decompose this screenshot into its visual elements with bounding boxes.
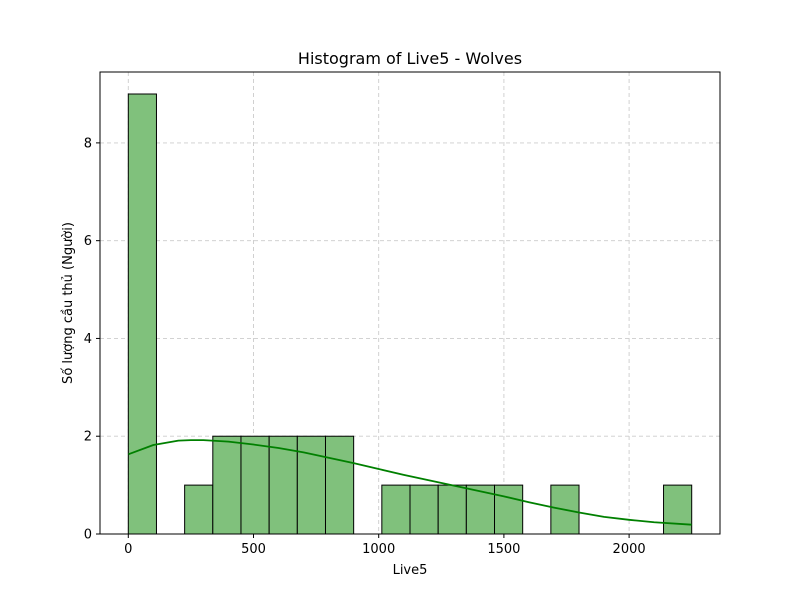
- histogram-bar: [437, 484, 467, 535]
- y-axis-label: Số lượng cầu thủ (Người): [61, 222, 76, 384]
- histogram-bar: [381, 484, 411, 535]
- plot-area-frame: [99, 71, 721, 535]
- histogram-bar: [465, 484, 496, 535]
- histogram-bar: [409, 484, 439, 535]
- x-axis-label: Live5: [393, 563, 428, 578]
- x-tick-label: 0: [124, 542, 132, 557]
- grid-lines: [100, 72, 720, 535]
- histogram-bar: [240, 435, 270, 535]
- histogram-bars: [127, 93, 693, 535]
- x-tick-label: 1000: [362, 542, 395, 557]
- x-axis-ticks: 0 500 1000 1500 2000: [124, 534, 646, 557]
- chart-title: Histogram of Live5 - Wolves: [298, 49, 522, 68]
- y-axis-ticks: 0 2 4 6 8: [84, 136, 100, 543]
- histogram-bar: [663, 484, 693, 535]
- y-tick-label: 8: [84, 136, 92, 151]
- histogram-bar: [296, 435, 326, 535]
- x-tick-label: 1500: [487, 542, 520, 557]
- histogram-bar: [324, 435, 355, 535]
- x-tick-label: 2000: [613, 542, 646, 557]
- histogram-bar: [127, 93, 157, 535]
- histogram-bar: [212, 435, 242, 535]
- kde-curve-layer: [127, 439, 692, 526]
- x-tick-label: 500: [241, 542, 266, 557]
- y-tick-label: 0: [84, 528, 92, 543]
- y-tick-label: 2: [84, 430, 92, 445]
- y-tick-label: 4: [84, 332, 92, 347]
- y-tick-label: 6: [84, 234, 92, 249]
- histogram-bar: [494, 484, 524, 535]
- histogram-bar: [184, 484, 214, 535]
- kde-curve: [127, 439, 692, 526]
